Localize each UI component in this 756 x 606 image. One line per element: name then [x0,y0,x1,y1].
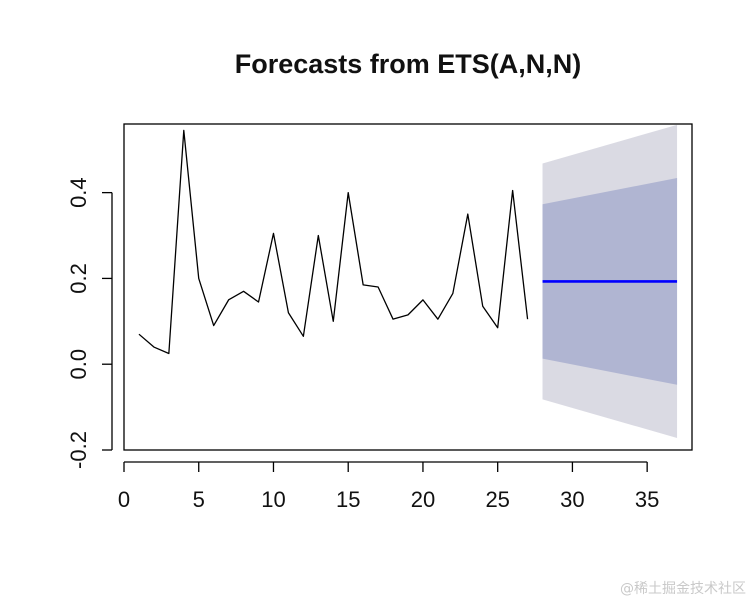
plot-frame [123,123,693,451]
x-tick-label: 25 [485,487,509,512]
x-tick-label: 30 [560,487,584,512]
x-tick-label: 10 [261,487,285,512]
y-tick-label: 0.4 [66,177,91,208]
y-axis: -0.2 0.0 0.2 0.4 [66,177,113,469]
y-tick-label: -0.2 [66,431,91,469]
x-tick-label: 20 [411,487,435,512]
watermark: @稀土掘金技术社区 [620,581,746,597]
observed-line [138,129,529,355]
x-tick-label: 35 [635,487,659,512]
x-tick-label: 15 [336,487,360,512]
series-lines [138,129,678,355]
x-tick-label: 0 [118,487,130,512]
x-tick-label: 5 [193,487,205,512]
chart-title: Forecasts from ETS(A,N,N) [235,49,582,79]
y-tick-label: 0.0 [66,349,91,380]
x-axis: 0 5 10 15 20 25 30 35 [118,461,659,512]
y-tick-label: 0.2 [66,263,91,294]
